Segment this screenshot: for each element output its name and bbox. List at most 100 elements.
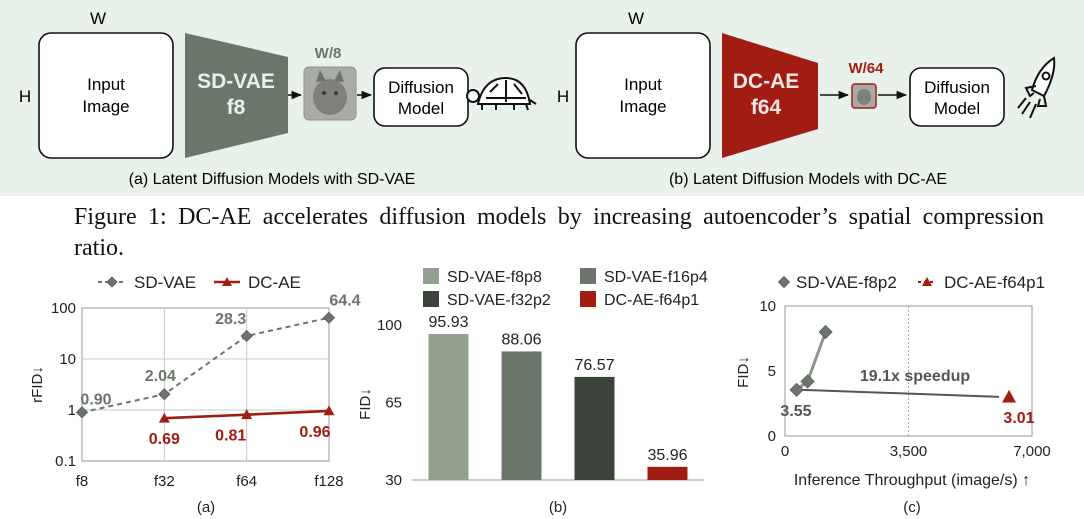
point-sdvae	[75, 406, 89, 419]
y-tick-label: 0.1	[55, 453, 76, 470]
x-axis-label: Inference Throughput (image/s) ↑	[794, 472, 1030, 489]
data-label-sdvae: 3.55	[780, 403, 811, 420]
y-tick-label: 5	[768, 363, 776, 380]
figure-caption: Figure 1: DC-AE accelerates diffusion mo…	[74, 204, 1044, 261]
chart-fid-bars: 30 65 100 FID↓ 95.93 88.06 76.57 35.96 (b) SD-VAE…	[357, 268, 708, 516]
turtle-icon	[466, 76, 537, 111]
legend-label: SD-VAE-f8p8	[447, 269, 542, 286]
speedup-annotation: 19.1x speedup	[860, 368, 971, 385]
point-sdvae	[800, 374, 815, 389]
width-label: W	[628, 9, 644, 28]
dcae-pipeline: W H Input Image DC-AE f64 W/64 Diffusion…	[557, 9, 1056, 188]
chart-rfid: 0.1 1 10 100 f8 f32 f64 f128 rFID↓ (a) 0.90 2.04 28.…	[29, 273, 361, 516]
legend-label-sdvae: SD-VAE	[134, 273, 196, 292]
point-dcae	[323, 405, 335, 416]
dcae-encoder	[722, 33, 818, 158]
rocket-icon	[1017, 56, 1056, 119]
y-tick-label: 100	[51, 300, 76, 317]
x-tick-label: f32	[154, 473, 175, 490]
series-line-dcae	[164, 409, 330, 420]
legend-label: SD-VAE-f32p2	[447, 292, 551, 309]
x-tick-label: f128	[314, 473, 343, 490]
figure1-diagram: W H Input Image SD-VAE f8 W/8 Diffusion …	[19, 9, 1056, 188]
sdvae-encoder-label-1: SD-VAE	[197, 70, 275, 93]
point-sdvae	[158, 388, 171, 401]
legend-swatch	[580, 268, 596, 284]
data-label-sdvae: 0.90	[80, 391, 111, 408]
bar-value-label: 35.96	[647, 447, 687, 464]
panel-label: (a)	[197, 499, 215, 516]
speedup-arrow	[802, 388, 1000, 398]
latent-size-label: W/64	[848, 60, 884, 77]
x-tick-label: f64	[236, 473, 257, 490]
data-label-dcae: 0.69	[149, 431, 180, 448]
panel-label: (c)	[903, 499, 921, 516]
data-label-dcae: 0.96	[299, 424, 330, 441]
bar	[501, 351, 542, 480]
latent-size-label: W/8	[315, 45, 342, 62]
latent-image	[303, 66, 357, 121]
data-label-sdvae: 2.04	[145, 368, 176, 385]
point-dcae	[241, 409, 253, 420]
bar-value-label: 76.57	[574, 357, 614, 374]
panel-label: (b)	[549, 499, 567, 516]
y-axis-label: FID↓	[357, 388, 374, 420]
latent-image	[851, 83, 877, 109]
x-tick-label: f8	[76, 473, 89, 490]
sdvae-encoder-label-2: f8	[227, 96, 246, 119]
y-axis-label: rFID↓	[29, 366, 46, 403]
height-label: H	[557, 87, 569, 106]
series-line-sdvae	[795, 331, 827, 392]
subcaption-a: (a) Latent Diffusion Models with SD-VAE	[129, 171, 416, 188]
data-label-sdvae: 28.3	[215, 311, 246, 328]
y-tick-label: 100	[377, 317, 402, 334]
plot-frame	[784, 305, 1033, 437]
plot-frame	[81, 307, 330, 462]
y-tick-label: 10	[59, 351, 76, 368]
legend-label-sdvae: SD-VAE-f8p2	[796, 273, 897, 292]
legend-label: DC-AE-f64p1	[604, 292, 699, 309]
point-sdvae	[789, 382, 804, 397]
input-image-label-1: Input	[624, 75, 662, 94]
input-image-label-2: Image	[619, 97, 666, 116]
y-axis-label: FID↓	[735, 356, 752, 388]
y-tick-label: 1	[68, 402, 76, 419]
legend-marker-sdvae	[777, 275, 791, 289]
x-tick-label: 0	[781, 443, 789, 460]
diffusion-model-box	[909, 67, 1005, 127]
point-sdvae	[240, 329, 253, 343]
y-tick-label: 65	[385, 395, 402, 412]
bar-value-label: 88.06	[501, 331, 541, 348]
data-label-dcae: 0.81	[215, 428, 246, 445]
input-image-label-1: Input	[87, 75, 125, 94]
y-tick-label: 10	[759, 298, 776, 315]
legend-label: SD-VAE-f16p4	[604, 269, 708, 286]
input-image-box	[38, 32, 174, 159]
data-label-dcae: 3.01	[1003, 410, 1034, 427]
width-label: W	[90, 9, 106, 28]
bar-value-label: 95.93	[428, 314, 468, 331]
series-line-sdvae	[81, 316, 330, 414]
sdvae-pipeline: W H Input Image SD-VAE f8 W/8 Diffusion …	[19, 9, 537, 188]
legend-label-dcae: DC-AE	[248, 273, 301, 292]
x-tick-label: 7,000	[1013, 443, 1051, 460]
data-label-sdvae: 64.4	[329, 293, 360, 310]
bar	[574, 376, 615, 480]
input-image-label-2: Image	[82, 97, 129, 116]
diffusion-model-label-1: Diffusion	[924, 78, 990, 97]
dcae-encoder-label-1: DC-AE	[733, 70, 800, 93]
y-tick-label: 0	[768, 428, 776, 445]
diffusion-model-label-2: Model	[934, 99, 980, 118]
legend-marker-dcae	[222, 277, 232, 286]
chart-throughput: 0 5 10 0 3,500 7,000 Inference Throughput (ima…	[735, 273, 1051, 516]
legend-swatch	[580, 291, 596, 307]
legend-swatch	[423, 268, 439, 284]
sdvae-encoder	[185, 33, 288, 158]
input-image-box	[575, 32, 711, 159]
height-label: H	[19, 87, 31, 106]
bar	[647, 466, 688, 480]
point-sdvae	[818, 324, 833, 340]
x-tick-label: 3,500	[890, 443, 928, 460]
dcae-encoder-label-2: f64	[751, 96, 782, 119]
subcaption-b: (b) Latent Diffusion Models with DC-AE	[669, 171, 947, 188]
